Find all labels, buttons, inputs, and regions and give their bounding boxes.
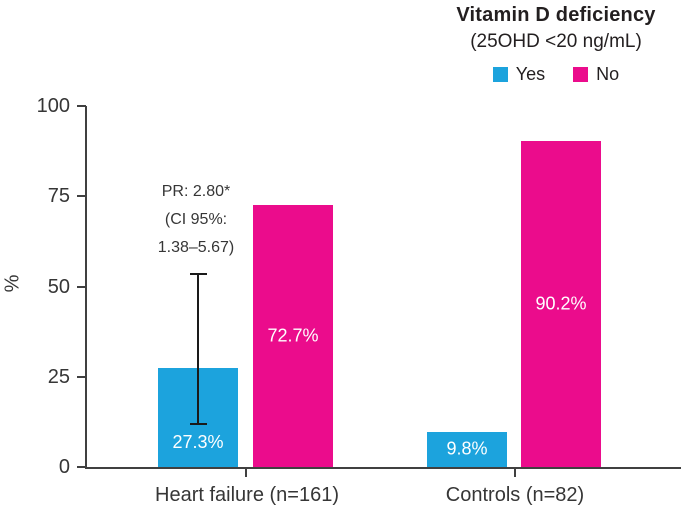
x-category-heart-failure: Heart failure (n=161): [155, 484, 339, 506]
x-tick-heart-failure: [245, 469, 247, 477]
annotation-line-1: PR: 2.80*: [161, 183, 231, 200]
y-tick-mark: [77, 375, 86, 378]
bar-value-label: 90.2%: [535, 293, 587, 314]
legend-item-no: No: [573, 64, 619, 85]
y-tick-label: 100: [36, 95, 70, 117]
y-tick-mark: [77, 285, 86, 288]
chart-header: Vitamin D deficiency (25OHD <20 ng/mL) Y…: [431, 4, 681, 85]
bar-heart-failure-no: 72.7%: [253, 204, 333, 467]
bar-value-label: 27.3%: [172, 432, 224, 452]
y-tick-mark: [77, 105, 86, 107]
chart-title: Vitamin D deficiency: [456, 4, 656, 26]
legend-item-yes: Yes: [492, 64, 546, 85]
x-tick-controls: [514, 469, 516, 477]
y-tick-label: 25: [47, 365, 70, 388]
plot-area: 27.3% 72.7% 9.8% 90.2% PR: 2.80* (CI 95%…: [85, 106, 681, 469]
y-tick-mark: [77, 195, 86, 198]
legend-swatch-no-icon: [573, 67, 589, 82]
bar-controls-no: 90.2%: [521, 141, 601, 467]
legend-swatch-yes-icon: [492, 67, 508, 82]
legend-label-yes: Yes: [515, 64, 546, 84]
y-tick-label: 75: [47, 185, 70, 208]
y-tick-label: 50: [47, 275, 70, 298]
chart-subtitle: (25OHD <20 ng/mL): [470, 31, 642, 52]
bar-controls-yes: 9.8%: [427, 431, 507, 467]
error-bar-line: [197, 273, 199, 424]
annotation-line-2: (CI 95%:: [164, 211, 228, 228]
legend: Yes No: [431, 64, 681, 85]
legend-label-no: No: [596, 64, 620, 84]
bar-value-label: 72.7%: [267, 325, 319, 346]
y-tick-label: 0: [58, 456, 70, 478]
error-bar-bottom-cap: [190, 422, 207, 425]
annotation-pr-ci: PR: 2.80* (CI 95%: 1.38–5.67): [121, 178, 271, 262]
error-bar-top-cap: [190, 272, 207, 275]
annotation-line-3: 1.38–5.67): [157, 239, 235, 256]
bar-value-label: 9.8%: [446, 438, 488, 459]
y-tick-mark: [77, 466, 86, 468]
x-category-controls: Controls (n=82): [445, 484, 585, 506]
